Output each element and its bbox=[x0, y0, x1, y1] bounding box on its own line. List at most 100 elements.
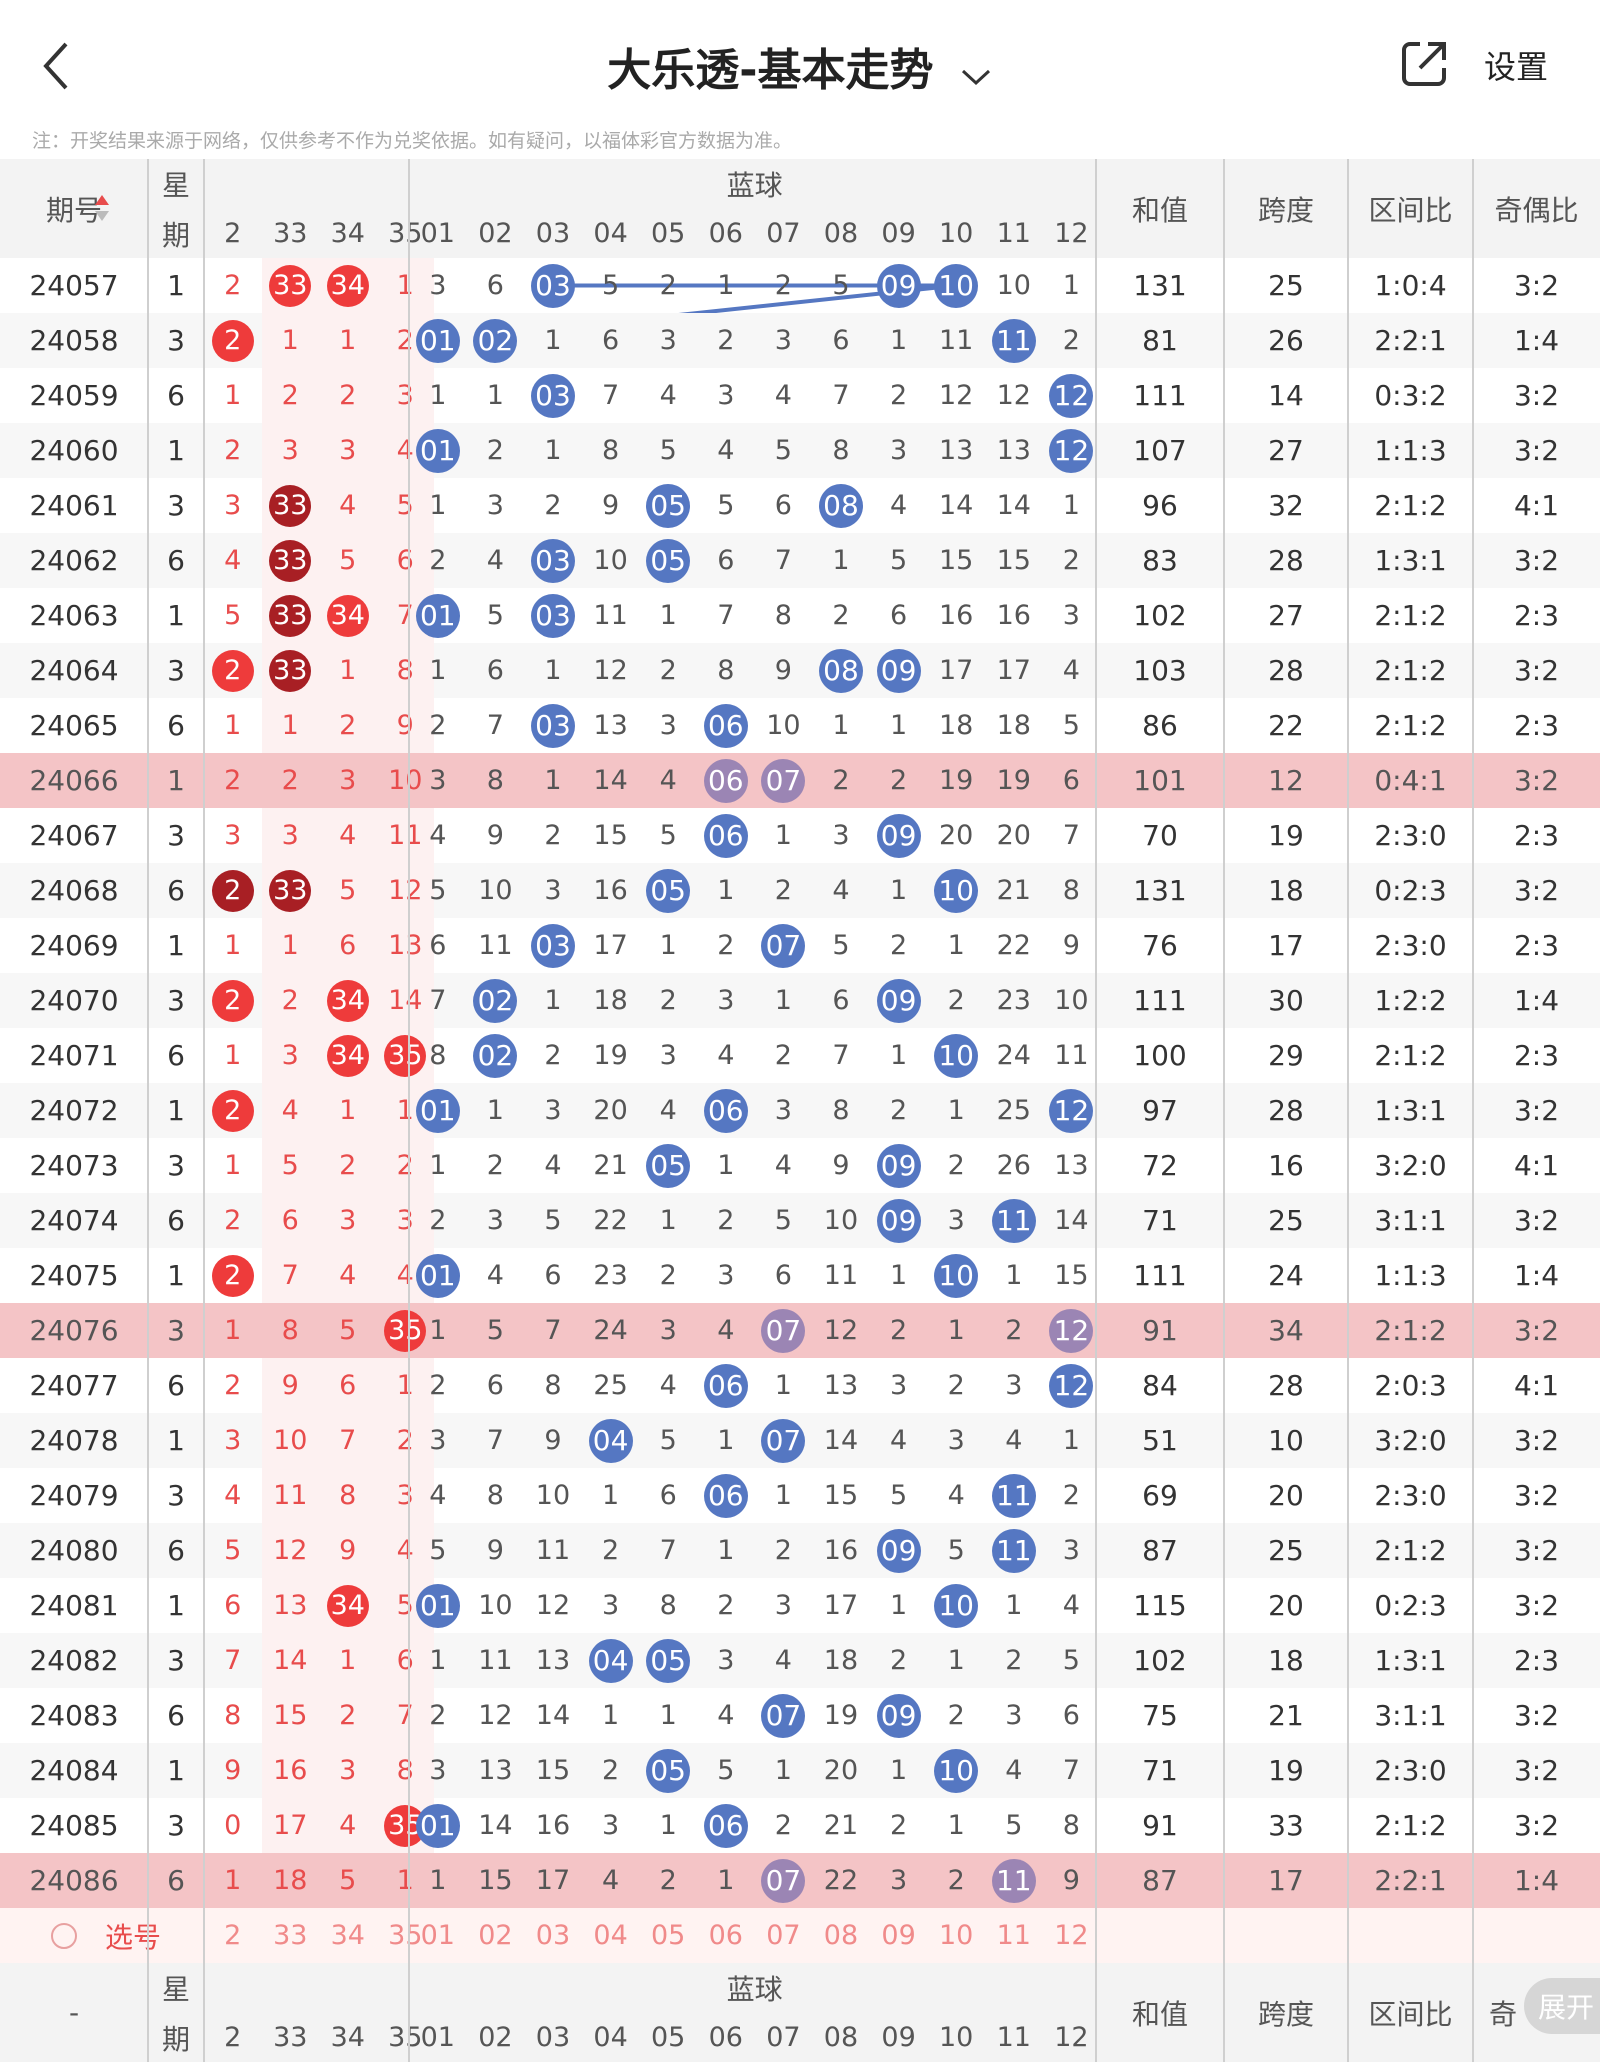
blue-ball: 05 bbox=[646, 868, 691, 913]
blue-miss-cell: 11 bbox=[823, 1260, 859, 1291]
front-miss-cell: 3 bbox=[281, 435, 299, 466]
blue-miss-cell: 6 bbox=[717, 545, 735, 576]
footer-week-top: 星 bbox=[161, 1973, 190, 2006]
blue-miss-cell: 1 bbox=[717, 875, 735, 906]
sum-cell: 100 bbox=[1133, 1039, 1187, 1072]
week-cell: 1 bbox=[167, 929, 185, 962]
blue-header-03: 03 bbox=[535, 218, 571, 249]
front-ball: 33 bbox=[269, 649, 312, 692]
select-blue-04[interactable]: 04 bbox=[593, 1920, 628, 1951]
select-blue-09[interactable]: 09 bbox=[881, 1920, 916, 1951]
week-cell: 1 bbox=[167, 764, 185, 797]
blue-miss-cell: 25 bbox=[996, 1095, 1031, 1126]
blue-ball: 12 bbox=[1049, 428, 1094, 473]
week-cell: 3 bbox=[167, 654, 185, 687]
blue-miss-cell: 7 bbox=[429, 985, 447, 1016]
front-ball: 2 bbox=[211, 979, 254, 1022]
footer-blue-09: 09 bbox=[881, 2022, 916, 2053]
zone-cell: 1:2:2 bbox=[1374, 984, 1447, 1017]
sum-cell: 102 bbox=[1133, 599, 1187, 632]
select-blue-08[interactable]: 08 bbox=[823, 1920, 859, 1951]
blue-miss-cell: 4 bbox=[890, 1425, 908, 1456]
footer-sum: 和值 bbox=[1131, 1997, 1188, 2031]
select-blue-11[interactable]: 11 bbox=[996, 1920, 1031, 1951]
back-button[interactable] bbox=[36, 38, 84, 94]
select-blue-07[interactable]: 07 bbox=[766, 1920, 801, 1951]
front-miss-cell: 1 bbox=[339, 325, 357, 356]
blue-miss-cell: 8 bbox=[1062, 1810, 1080, 1841]
period-cell: 24079 bbox=[29, 1479, 119, 1512]
select-blue-06[interactable]: 06 bbox=[708, 1920, 743, 1951]
span-cell: 20 bbox=[1268, 1479, 1304, 1512]
front-miss-cell: 5 bbox=[339, 545, 357, 576]
front-miss-cell: 4 bbox=[339, 490, 357, 521]
blue-miss-cell: 1 bbox=[429, 655, 447, 686]
blue-header-01: 01 bbox=[420, 218, 455, 249]
blue-header-06: 06 bbox=[708, 218, 743, 249]
blue-miss-cell: 1 bbox=[890, 1755, 908, 1786]
select-blue-01[interactable]: 01 bbox=[420, 1920, 455, 1951]
blue-ball: 09 bbox=[876, 1143, 921, 1188]
select-blue-10[interactable]: 10 bbox=[939, 1920, 974, 1951]
blue-miss-cell: 6 bbox=[832, 325, 850, 356]
select-front-35[interactable]: 35 bbox=[388, 1920, 423, 1951]
period-cell: 24067 bbox=[29, 819, 119, 852]
zone-cell: 2:3:0 bbox=[1374, 819, 1447, 852]
front-zone-bg bbox=[319, 1083, 377, 1138]
front-miss-cell: 14 bbox=[388, 985, 423, 1016]
page-title[interactable]: 大乐透-基本走势 bbox=[0, 34, 1600, 99]
blue-miss-cell: 23 bbox=[593, 1260, 628, 1291]
settings-button[interactable]: 设置 bbox=[1484, 48, 1549, 86]
blue-miss-cell: 11 bbox=[478, 930, 513, 961]
select-blue-12[interactable]: 12 bbox=[1054, 1920, 1089, 1951]
week-cell: 1 bbox=[167, 1259, 185, 1292]
blue-miss-cell: 13 bbox=[535, 1645, 571, 1676]
blue-miss-cell: 3 bbox=[717, 985, 735, 1016]
blue-miss-cell: 15 bbox=[478, 1865, 513, 1896]
blue-miss-cell: 9 bbox=[1062, 1865, 1080, 1896]
blue-miss-cell: 10 bbox=[535, 1480, 571, 1511]
select-front-34[interactable]: 34 bbox=[330, 1920, 365, 1951]
blue-miss-cell: 2 bbox=[947, 1370, 965, 1401]
share-button[interactable] bbox=[1396, 36, 1452, 92]
blue-miss-cell: 2 bbox=[602, 1755, 620, 1786]
expand-button[interactable]: 展开 bbox=[1524, 1978, 1600, 2034]
blue-ball: 06 bbox=[703, 1363, 748, 1408]
blue-miss-cell: 3 bbox=[544, 1095, 562, 1126]
blue-miss-cell: 3 bbox=[717, 1260, 735, 1291]
blue-miss-cell: 2 bbox=[947, 1700, 965, 1731]
week-cell: 6 bbox=[167, 1369, 185, 1402]
period-cell: 24063 bbox=[29, 599, 119, 632]
footer-front-35: 35 bbox=[388, 2022, 423, 2053]
select-blue-02[interactable]: 02 bbox=[478, 1920, 513, 1951]
front-miss-cell: 1 bbox=[224, 1150, 242, 1181]
blue-miss-cell: 6 bbox=[486, 655, 504, 686]
blue-miss-cell: 4 bbox=[1062, 1590, 1080, 1621]
front-zone-bg bbox=[261, 1413, 319, 1468]
select-front-2[interactable]: 2 bbox=[224, 1920, 242, 1951]
period-cell: 24060 bbox=[29, 434, 119, 467]
odd-even-cell: 2:3 bbox=[1513, 1039, 1560, 1072]
blue-miss-cell: 3 bbox=[486, 490, 504, 521]
select-radio-icon[interactable] bbox=[50, 1922, 78, 1950]
front-zone-bg bbox=[319, 1413, 377, 1468]
sort-icon[interactable] bbox=[94, 193, 110, 223]
week-cell: 3 bbox=[167, 1809, 185, 1842]
sum-cell: 81 bbox=[1142, 324, 1178, 357]
period-cell: 24061 bbox=[29, 489, 119, 522]
front-miss-cell: 2 bbox=[224, 1370, 242, 1401]
front-ball: 34 bbox=[326, 1584, 369, 1627]
front-zone-bg bbox=[376, 1468, 434, 1523]
odd-even-cell: 2:3 bbox=[1513, 929, 1560, 962]
period-cell: 24085 bbox=[29, 1809, 119, 1842]
blue-miss-cell: 15 bbox=[1054, 1260, 1089, 1291]
blue-ball: 06 bbox=[703, 813, 748, 858]
select-blue-03[interactable]: 03 bbox=[535, 1920, 571, 1951]
front-miss-cell: 4 bbox=[224, 545, 242, 576]
blue-miss-cell: 11 bbox=[593, 600, 628, 631]
select-blue-05[interactable]: 05 bbox=[651, 1920, 686, 1951]
select-front-33[interactable]: 33 bbox=[273, 1920, 308, 1951]
blue-miss-cell: 2 bbox=[832, 600, 850, 631]
front-zone-bg bbox=[376, 643, 434, 698]
blue-miss-cell: 2 bbox=[890, 380, 908, 411]
